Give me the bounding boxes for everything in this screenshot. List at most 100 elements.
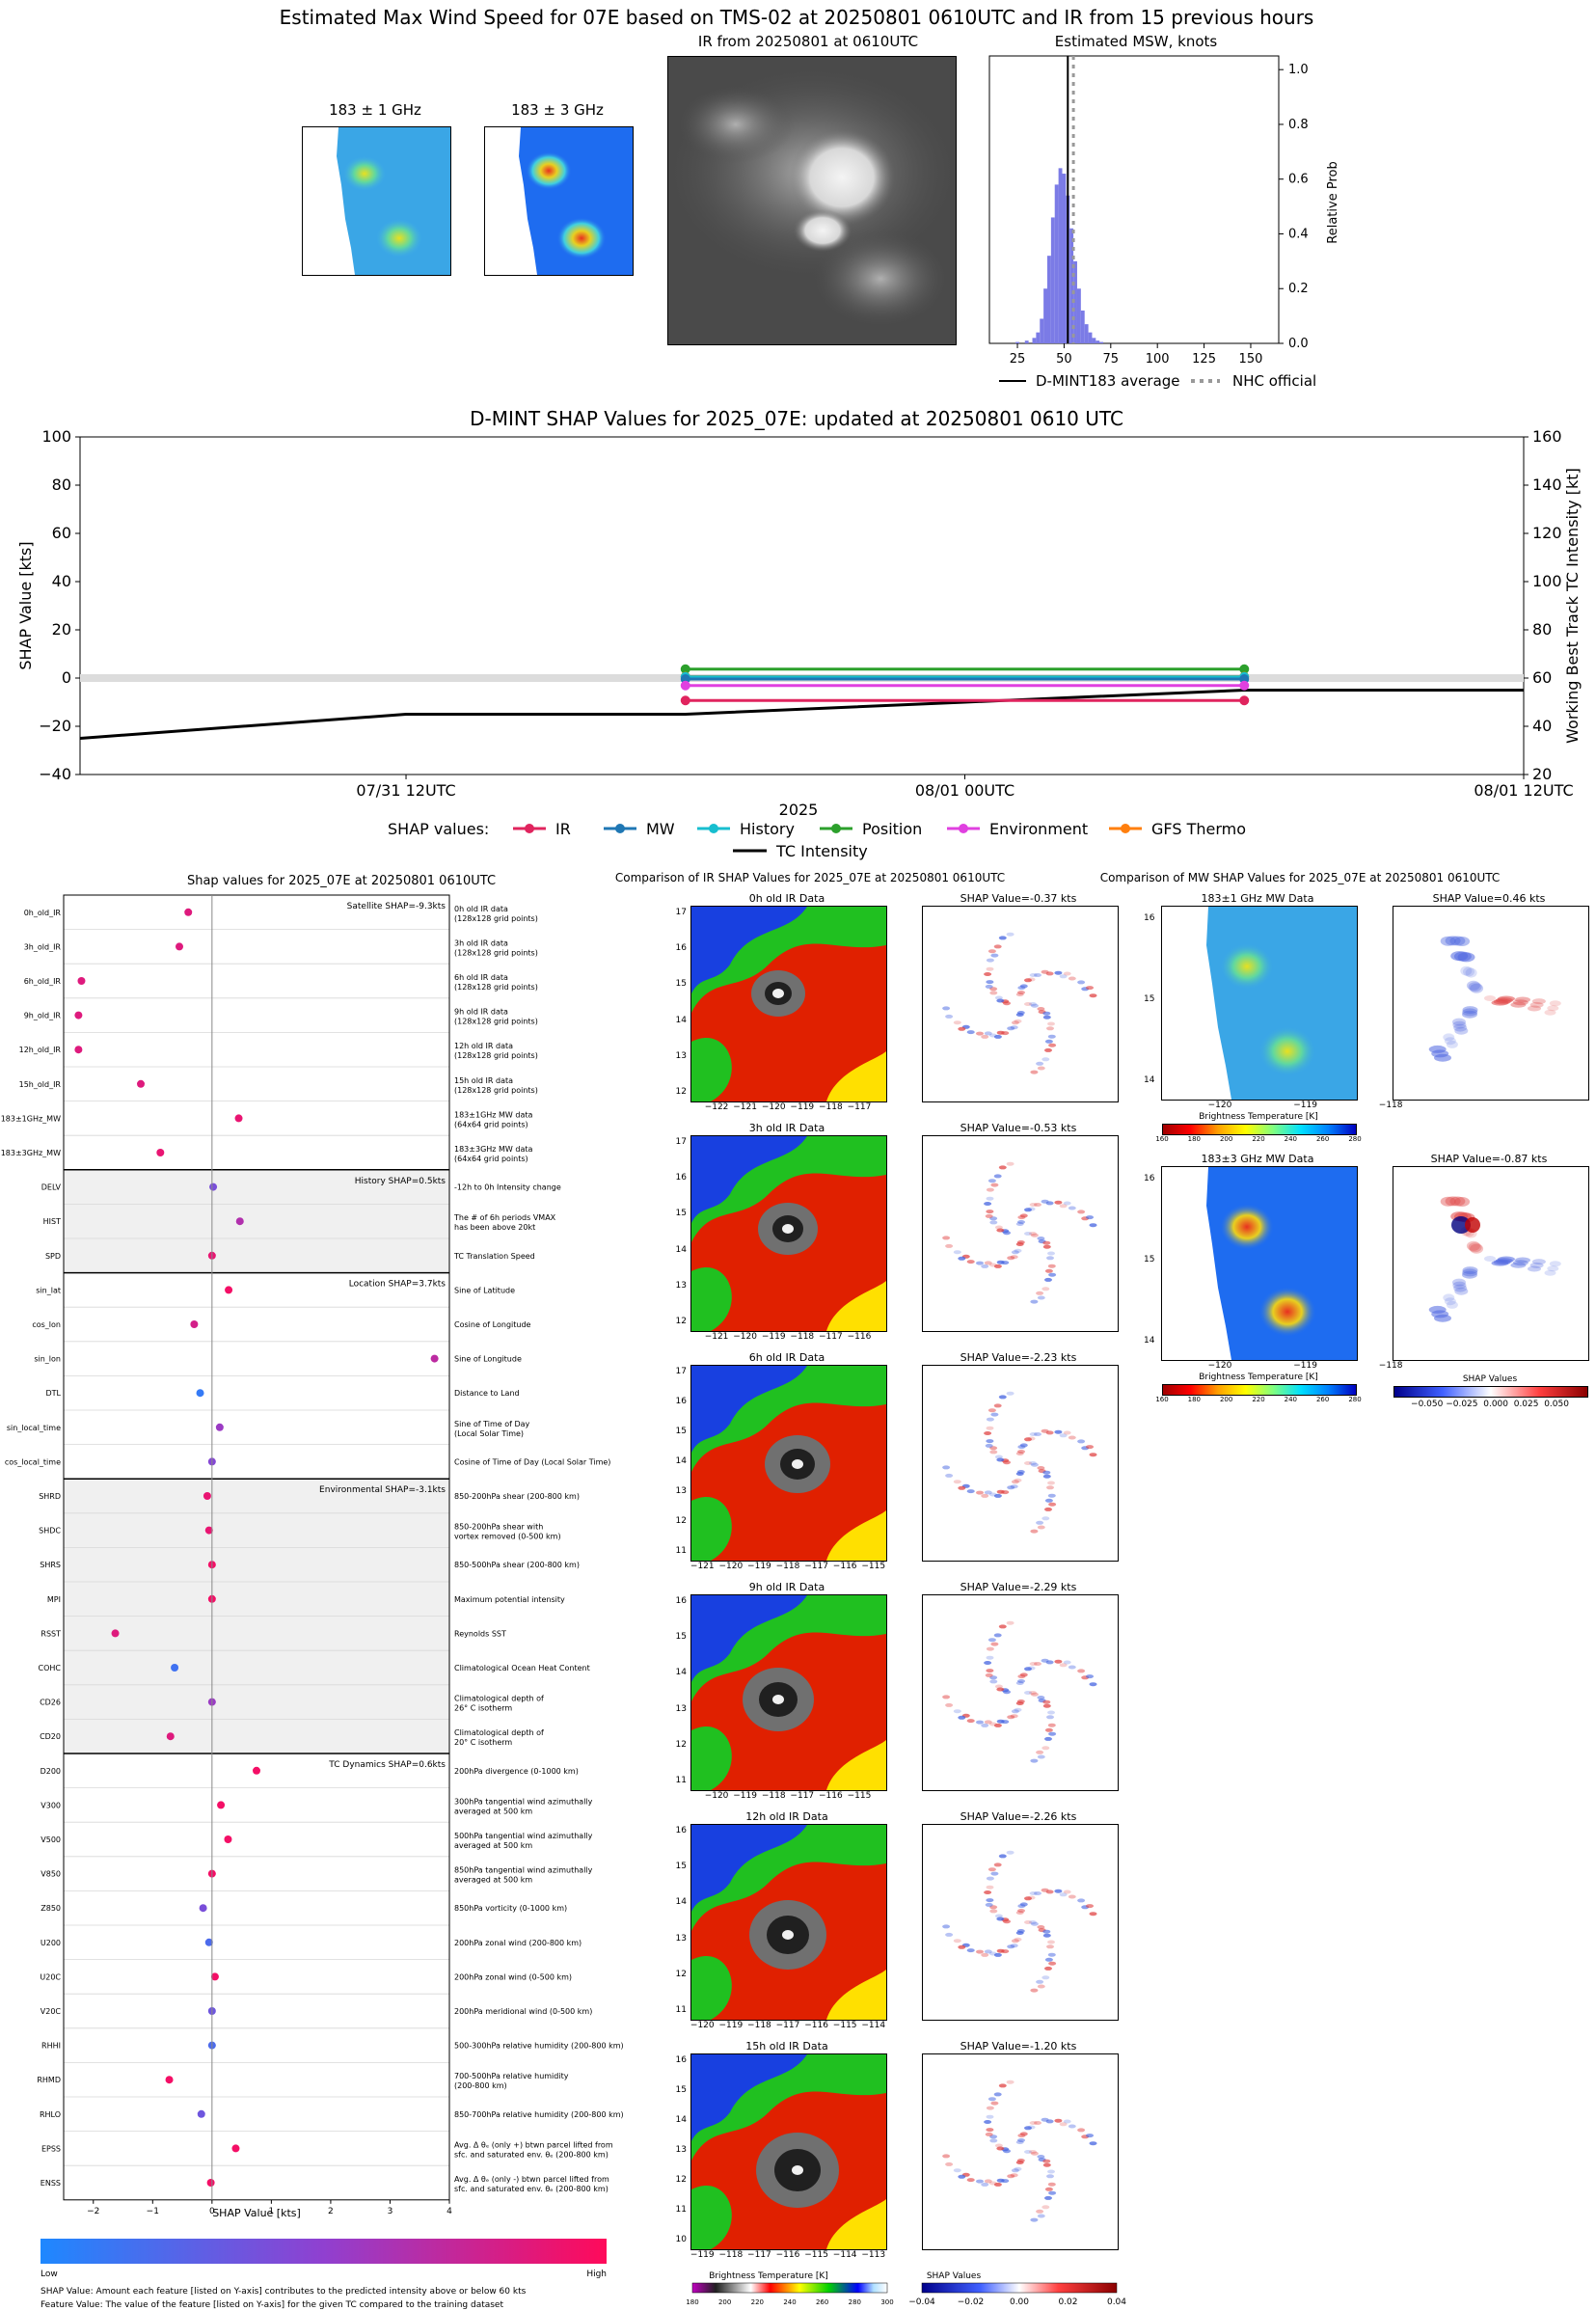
feature-desc: sfc. and saturated env. θₑ (200-800 km) — [454, 2150, 609, 2159]
mw-cb-tick: 260 — [1315, 1396, 1330, 1403]
ir-ytick-label: 11 — [675, 1776, 687, 1785]
feature-desc: 9h old IR data — [454, 1008, 508, 1017]
mw-ytick-label: 15 — [1144, 1255, 1155, 1264]
ir-shap-cb-tick: 0.00 — [1010, 2297, 1029, 2307]
feature-name: RHMD — [37, 2076, 61, 2084]
mw-data-title: 183±3 GHz MW Data — [1201, 1153, 1314, 1165]
feature-desc: averaged at 500 km — [454, 1876, 532, 1885]
feature-desc: 200hPa meridional wind (0-500 km) — [454, 2007, 592, 2016]
mw-ytick-label: 14 — [1144, 1336, 1155, 1346]
feature-dot — [210, 1972, 219, 1981]
right-tick-label: 20 — [1532, 765, 1552, 783]
feature-name: SHRD — [39, 1492, 61, 1501]
series-line — [79, 689, 1524, 740]
hist-bar — [1032, 338, 1037, 343]
mw-cb-tick: 240 — [1284, 1135, 1298, 1143]
ir-ytick-label: 14 — [675, 1668, 687, 1678]
feature-dot — [430, 1354, 439, 1363]
hist-xtick-label: 75 — [1103, 352, 1120, 367]
mw-data-panel — [1161, 1166, 1358, 1361]
ir-shap-panel — [922, 1824, 1119, 2021]
feature-desc: 850-200hPa shear with — [454, 1523, 543, 1532]
shap-xtick-label: 3 — [388, 2207, 393, 2216]
feature-dot — [111, 1629, 120, 1638]
mw-shap-panel — [1393, 1166, 1589, 1361]
feature-desc: (64x64 grid points) — [454, 1155, 528, 1163]
series-point — [680, 695, 690, 706]
ir-data-title: 0h old IR Data — [748, 892, 825, 905]
feature-dot — [197, 2109, 205, 2118]
ir-ytick-label: 16 — [675, 2055, 687, 2065]
hist-bar — [1015, 341, 1019, 343]
ir-cb-ticks: 180 200 220 240 260 280 300 — [686, 2298, 893, 2306]
feature-desc: averaged at 500 km — [454, 1841, 532, 1850]
feature-name: EPSS — [41, 2144, 61, 2153]
feature-desc: Climatological Ocean Heat Content — [454, 1664, 590, 1672]
ir-shap-panel — [922, 1135, 1119, 1332]
hist-bar — [1050, 217, 1055, 343]
right-tick-label: 100 — [1532, 572, 1562, 590]
ir-shap-panel — [922, 2053, 1119, 2250]
mw-cb-tick: 220 — [1252, 1396, 1265, 1403]
mw-ytick-label: 14 — [1144, 1075, 1155, 1085]
legend-item-label: MW — [646, 820, 675, 838]
feature-desc: 500-300hPa relative humidity (200-800 km… — [454, 2042, 624, 2051]
mw-cb-tick: 280 — [1348, 1135, 1362, 1143]
ir-ytick-label: 14 — [675, 1456, 687, 1466]
feature-dot — [203, 1492, 211, 1500]
hist-ytick-label: 0.2 — [1288, 282, 1309, 296]
feature-dot — [74, 1046, 83, 1054]
ir-shap-cb-tick: −0.04 — [908, 2297, 935, 2307]
ir-shap-panel — [922, 1594, 1119, 1791]
shap-xtick-label: −2 — [87, 2207, 99, 2216]
feature-desc: (128x128 grid points) — [454, 983, 538, 992]
legend-item-label: TC Intensity — [775, 842, 868, 860]
feature-name: DTL — [45, 1389, 61, 1398]
legend-item-label: History — [740, 820, 795, 838]
feature-desc: Cosine of Time of Day (Local Solar Time) — [454, 1457, 610, 1466]
feature-dot — [204, 1938, 213, 1946]
feature-desc: 6h old IR data — [454, 973, 508, 982]
footer-note2: Feature Value: The value of the feature … — [41, 2300, 503, 2310]
left-tick-label: 100 — [41, 427, 71, 446]
mw-data-title: 183±1 GHz MW Data — [1201, 892, 1314, 905]
feature-name: V300 — [41, 1801, 61, 1809]
hist-bar — [1073, 260, 1077, 343]
ir-ytick-label: 16 — [675, 1173, 687, 1183]
shap-frame — [63, 894, 450, 2201]
legend-marker — [1121, 824, 1130, 833]
right-tick-label: 80 — [1532, 620, 1552, 639]
feature-desc: 850-200hPa shear (200-800 km) — [454, 1492, 580, 1501]
mw-data-panel — [1161, 906, 1358, 1101]
ir-yticks: 17 16 15 14 13 12 — [665, 1135, 687, 1330]
hist-bar — [1058, 168, 1063, 343]
hist-xtick-label: 150 — [1239, 352, 1263, 367]
msw-histogram: 25 50 75 100 125 150 0.0 0.2 0.4 0.6 0.8 1.0 Relat… — [988, 55, 1340, 390]
ir-ytick-label: 11 — [675, 2005, 687, 2015]
feature-desc: has been above 20kt — [454, 1223, 535, 1232]
ir-ytick-label: 11 — [675, 2205, 687, 2215]
left-tick-label: 80 — [52, 476, 71, 494]
mw-xtick-label: −118 — [1378, 1101, 1403, 1110]
ir-ytick-label: 14 — [675, 1244, 687, 1255]
mw-shap-cb-label: SHAP Values — [1462, 1374, 1518, 1384]
mw-shap-title: SHAP Value=-0.87 kts — [1430, 1153, 1548, 1165]
colorbar-high: High — [586, 2270, 607, 2279]
ir-data-panel — [690, 1365, 887, 1562]
hist-ytick-label: 0.0 — [1288, 337, 1309, 351]
ir-cb-tick: 180 — [686, 2298, 698, 2306]
feature-desc: Climatological depth of — [454, 1695, 544, 1703]
feature-dot — [166, 1732, 175, 1741]
mw-colorbar — [1162, 1384, 1357, 1396]
feature-desc: 850-500hPa shear (200-800 km) — [454, 1561, 580, 1569]
mw-xtick-label: −119 — [1293, 1361, 1317, 1371]
hist-ylabel: Relative Prob — [1326, 161, 1340, 243]
hist-bar — [1069, 228, 1074, 343]
ir-shap-cb-tick: 0.02 — [1058, 2297, 1077, 2307]
legend-marker — [709, 824, 718, 833]
feature-desc: Avg. Δ θₑ (only -) btwn parcel lifted fr… — [454, 2175, 609, 2184]
legend-marker — [525, 824, 534, 833]
ir-data-panel — [690, 1135, 887, 1332]
ir-ytick-label: 15 — [675, 979, 687, 990]
ir-shap-cb-label: SHAP Values — [927, 2271, 982, 2281]
